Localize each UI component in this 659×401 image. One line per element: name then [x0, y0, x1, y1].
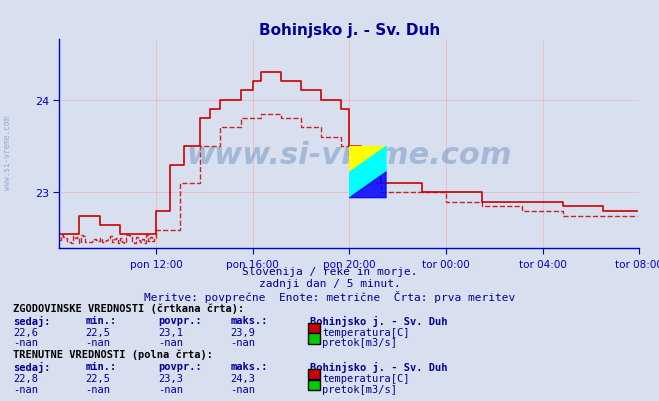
Text: 22,6: 22,6: [13, 327, 38, 337]
Text: Slovenija / reke in morje.: Slovenija / reke in morje.: [242, 267, 417, 277]
Text: Meritve: povprečne  Enote: metrične  Črta: prva meritev: Meritve: povprečne Enote: metrične Črta:…: [144, 291, 515, 303]
Text: min.:: min.:: [86, 361, 117, 371]
Text: sedaj:: sedaj:: [13, 361, 51, 372]
Text: pretok[m3/s]: pretok[m3/s]: [322, 384, 397, 394]
Text: www.si-vreme.com: www.si-vreme.com: [186, 140, 512, 169]
Text: temperatura[C]: temperatura[C]: [322, 327, 410, 337]
Text: Bohinjsko j. - Sv. Duh: Bohinjsko j. - Sv. Duh: [310, 361, 447, 372]
Text: povpr.:: povpr.:: [158, 361, 202, 371]
Text: povpr.:: povpr.:: [158, 315, 202, 325]
Text: TRENUTNE VREDNOSTI (polna črta):: TRENUTNE VREDNOSTI (polna črta):: [13, 349, 213, 359]
Text: maks.:: maks.:: [231, 361, 268, 371]
Text: Bohinjsko j. - Sv. Duh: Bohinjsko j. - Sv. Duh: [310, 315, 447, 326]
Text: maks.:: maks.:: [231, 315, 268, 325]
Text: -nan: -nan: [13, 338, 38, 348]
Text: -nan: -nan: [158, 384, 183, 394]
Text: -nan: -nan: [13, 384, 38, 394]
Text: temperatura[C]: temperatura[C]: [322, 373, 410, 383]
Text: min.:: min.:: [86, 315, 117, 325]
Text: pretok[m3/s]: pretok[m3/s]: [322, 338, 397, 348]
Text: zadnji dan / 5 minut.: zadnji dan / 5 minut.: [258, 279, 401, 289]
Text: -nan: -nan: [86, 338, 111, 348]
Text: 23,3: 23,3: [158, 373, 183, 383]
Text: -nan: -nan: [231, 384, 256, 394]
Text: 22,5: 22,5: [86, 373, 111, 383]
Text: 22,5: 22,5: [86, 327, 111, 337]
Text: -nan: -nan: [158, 338, 183, 348]
Text: sedaj:: sedaj:: [13, 315, 51, 326]
Text: -nan: -nan: [86, 384, 111, 394]
Title: Bohinjsko j. - Sv. Duh: Bohinjsko j. - Sv. Duh: [258, 22, 440, 38]
Text: www.si-vreme.com: www.si-vreme.com: [3, 115, 13, 189]
Text: 23,9: 23,9: [231, 327, 256, 337]
Text: 24,3: 24,3: [231, 373, 256, 383]
Text: -nan: -nan: [231, 338, 256, 348]
Text: ZGODOVINSKE VREDNOSTI (črtkana črta):: ZGODOVINSKE VREDNOSTI (črtkana črta):: [13, 303, 244, 313]
Text: 23,1: 23,1: [158, 327, 183, 337]
Text: 22,8: 22,8: [13, 373, 38, 383]
